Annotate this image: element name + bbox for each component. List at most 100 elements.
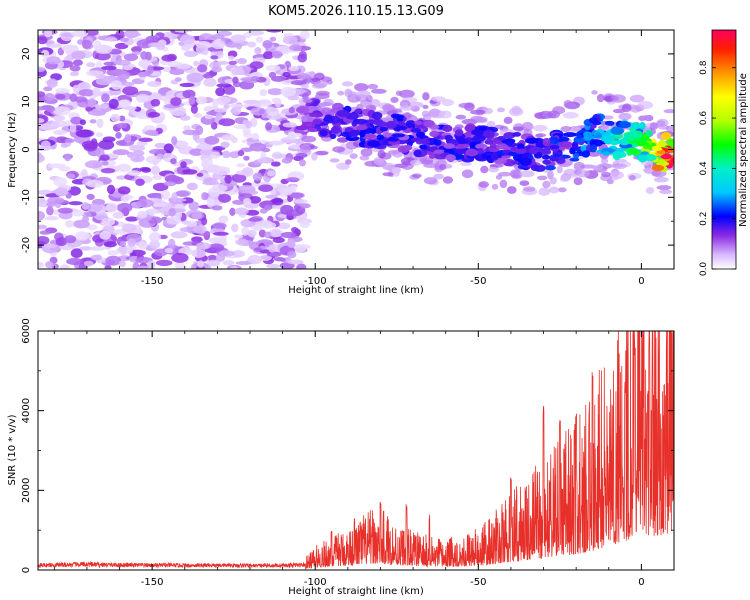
noise-blob [163,143,174,154]
signal-blob [542,159,551,165]
noise-blob [297,53,308,63]
noise-blob [125,216,139,222]
y-tick-label: -20 [21,237,32,253]
noise-blob [147,92,163,102]
noise-blob [89,246,105,251]
haze-blob [314,151,329,156]
noise-blob [176,63,191,70]
haze-blob [602,115,614,120]
noise-blob [39,123,57,131]
noise-blob [289,44,302,52]
noise-blob [122,64,134,71]
noise-blob [79,119,86,126]
signal-blob [413,149,422,158]
haze-blob [656,118,669,127]
noise-blob [179,82,195,88]
noise-blob [87,98,97,108]
signal-blob [366,134,377,139]
noise-blob [258,156,273,164]
signal-core [642,144,653,150]
x-tick-label: -150 [141,276,164,287]
signal-blob [602,151,610,156]
noise-blob [202,180,220,186]
x-tick-label: -50 [470,276,486,287]
signal-blob [538,149,552,155]
y-tick-label: -10 [21,189,32,205]
noise-blob [195,96,208,105]
noise-blob [230,34,246,43]
chart-title: KOM5.2026.110.15.13.G09 [268,4,444,19]
noise-blob [250,76,260,81]
x-tick-label: -100 [304,577,327,588]
signal-core [616,139,623,144]
haze-blob [611,163,627,170]
signal-blob [420,145,428,150]
noise-blob [127,170,141,176]
noise-blob [135,178,145,186]
signal-blob [410,137,421,142]
noise-blob [75,129,93,138]
signal-blob [454,129,464,137]
noise-blob [99,103,109,110]
noise-blob [271,50,283,59]
signal-blob [489,143,497,149]
haze-blob [591,165,604,171]
signal-blob [614,151,627,159]
signal-blob [355,125,368,131]
signal-core [587,132,593,138]
noise-blob [72,209,85,217]
noise-blob [67,186,81,196]
haze-blob [461,169,474,179]
noise-blob [188,96,196,105]
noise-blob [182,129,199,136]
signal-blob [496,143,509,150]
noise-blob [230,106,242,116]
noise-blob [112,149,130,156]
colorbar-gradient [711,29,737,270]
noise-blob [53,177,68,187]
haze-blob [439,164,447,171]
noise-blob [136,39,153,49]
noise-blob [58,166,71,172]
noise-blob [147,80,162,88]
noise-blob [271,97,281,104]
noise-blob [231,223,239,233]
noise-blob [44,216,59,221]
noise-blob [258,184,274,192]
signal-blob [657,159,666,166]
noise-blob [116,163,132,172]
noise-blob [110,113,121,122]
signal-blob [403,144,413,151]
x-tick-label: 0 [638,577,644,588]
noise-blob [287,259,304,265]
colorbar: 0.0 0.2 0.4 0.6 0.8 Normalized spectral ampl… [699,29,749,276]
noise-blob [228,103,245,108]
noise-blob [203,77,217,87]
haze-blob [301,135,317,143]
signal-blob [542,137,551,147]
noise-blob [116,122,128,129]
signal-blob [605,121,615,126]
noise-blob [197,260,205,268]
signal-blob [354,109,362,114]
signal-blob [563,132,577,138]
noise-blob [195,242,211,250]
signal-blob [372,111,383,120]
signal-core [641,137,647,144]
noise-blob [287,131,295,140]
noise-blob [174,30,193,33]
noise-blob [137,265,150,269]
haze-blob [377,150,386,159]
noise-blob [115,30,126,40]
noise-blob [64,153,71,162]
noise-blob [124,133,132,143]
haze-blob [410,159,422,166]
noise-blob [263,51,274,60]
noise-blob [265,122,273,131]
noise-blob [201,192,209,201]
signal-blob [618,121,631,129]
noise-blob [78,246,94,251]
haze-blob [382,162,396,171]
haze-blob [489,163,504,168]
noise-blob [254,247,263,252]
